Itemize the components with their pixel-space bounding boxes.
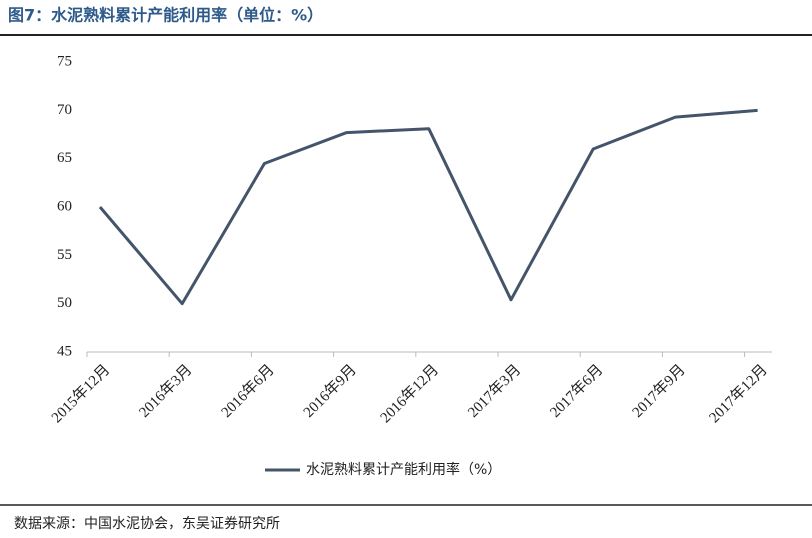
source-note: 数据来源：中国水泥协会，东吴证券研究所 [14,516,280,532]
x-tick-label: 2015年12月 [48,361,113,426]
x-tick-label: 2017年6月 [547,361,607,421]
legend-label: 水泥熟料累计产能利用率（%） [306,461,501,478]
x-tick-label: 2016年9月 [300,361,360,421]
x-tick-label: 2017年9月 [629,361,689,421]
x-tick-label: 2016年3月 [136,361,196,421]
x-tick-label: 2017年3月 [464,361,524,421]
x-tick-label: 2016年6月 [218,361,278,421]
y-tick-label: 45 [57,343,72,359]
y-tick-label: 60 [57,198,72,214]
y-tick-label: 55 [57,247,72,263]
series-line [98,108,758,306]
y-tick-label: 65 [57,150,72,166]
y-tick-label: 75 [57,53,72,69]
x-tick-label: 2017年12月 [706,361,771,426]
y-tick-label: 50 [57,295,72,311]
x-tick-label: 2016年12月 [377,361,442,426]
figure-title: 图7：水泥熟料累计产能利用率（单位：%） [8,6,323,25]
y-tick-label: 70 [57,102,72,118]
